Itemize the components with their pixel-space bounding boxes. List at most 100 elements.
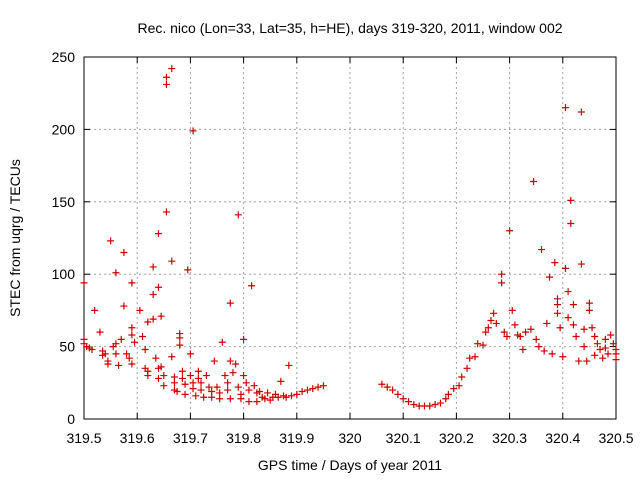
data-point [463, 364, 471, 372]
data-point [314, 383, 322, 391]
data-point [530, 178, 538, 186]
data-point [170, 379, 178, 387]
data-point [405, 398, 413, 406]
x-tick-label: 320.5 [598, 430, 633, 446]
data-point [612, 356, 620, 364]
data-point [181, 390, 189, 398]
data-point [197, 379, 205, 387]
data-point [248, 282, 256, 290]
data-point [580, 325, 588, 333]
data-point [115, 361, 123, 369]
data-point [91, 306, 99, 314]
data-point [240, 372, 248, 380]
data-point [567, 220, 575, 228]
data-point [184, 266, 192, 274]
y-tick-label: 200 [52, 121, 76, 137]
data-point [450, 385, 458, 393]
y-tick-label: 50 [59, 339, 75, 355]
x-tick-label: 320.4 [545, 430, 580, 446]
data-point [80, 279, 88, 287]
data-point [264, 389, 272, 397]
y-tick-label: 150 [52, 194, 76, 210]
data-point [261, 395, 269, 403]
data-point [577, 108, 585, 116]
data-point [601, 335, 609, 343]
data-point [383, 383, 391, 391]
data-point [532, 335, 540, 343]
data-point [572, 332, 580, 340]
data-point [567, 196, 575, 204]
data-point [591, 332, 599, 340]
data-point [287, 392, 295, 400]
data-point [585, 299, 593, 307]
data-point [123, 350, 131, 358]
data-point [511, 321, 519, 329]
chart-title: Rec. nico (Lon=33, Lat=35, h=HE), days 3… [137, 20, 562, 36]
data-point [189, 127, 197, 135]
data-point [394, 390, 402, 398]
data-point [516, 332, 524, 340]
data-point [152, 354, 160, 362]
data-point [503, 332, 511, 340]
data-point [274, 393, 282, 401]
y-tick-labels: 0 50 100 150 200 250 [52, 49, 76, 427]
data-point [585, 306, 593, 314]
data-point [221, 372, 229, 380]
data-point [538, 246, 546, 254]
data-point [431, 401, 439, 409]
data-point [213, 383, 221, 391]
data-point [522, 328, 530, 336]
x-tick-labels: 319.5 319.6 319.7 319.8 319.9 320 320.1 320.2 32… [66, 430, 633, 446]
data-point [426, 402, 434, 410]
data-point [208, 393, 216, 401]
data-point [455, 382, 463, 390]
data-point [298, 387, 306, 395]
data-point [141, 345, 149, 353]
data-point [194, 374, 202, 382]
data-point [224, 379, 232, 387]
data-point [303, 386, 311, 394]
data-point [128, 331, 136, 339]
data-point [154, 283, 162, 291]
data-point [240, 335, 248, 343]
data-point [309, 385, 317, 393]
data-point [157, 312, 165, 320]
data-point [160, 382, 168, 390]
data-point [144, 318, 152, 326]
data-point [599, 354, 607, 362]
data-point [149, 315, 157, 323]
grid-lines [84, 57, 616, 419]
data-point [535, 343, 543, 351]
data-point [285, 361, 293, 369]
data-point [232, 360, 240, 368]
data-point [149, 290, 157, 298]
data-point [399, 395, 407, 403]
data-point [559, 353, 567, 361]
data-point [519, 345, 527, 353]
data-point [442, 395, 450, 403]
data-point [546, 273, 553, 281]
data-point [226, 357, 234, 365]
data-point [112, 340, 120, 348]
data-point [577, 260, 585, 268]
data-point [144, 372, 152, 380]
data-point [229, 369, 237, 377]
data-point [436, 399, 444, 407]
data-point [569, 301, 577, 309]
data-point [226, 395, 234, 403]
data-point [154, 374, 162, 382]
data-point [245, 398, 253, 406]
data-point [168, 65, 176, 73]
data-point [224, 386, 232, 394]
data-point [277, 377, 285, 385]
data-point [226, 299, 234, 307]
y-tick-label: 250 [52, 49, 76, 65]
data-point [242, 379, 250, 387]
x-axis-title: GPS time / Days of year 2011 [258, 457, 442, 473]
y-tick-label: 100 [52, 266, 76, 282]
data-point [120, 302, 128, 310]
data-point [596, 345, 604, 353]
data-point [88, 345, 96, 353]
data-point [205, 383, 213, 391]
data-point [186, 372, 194, 380]
